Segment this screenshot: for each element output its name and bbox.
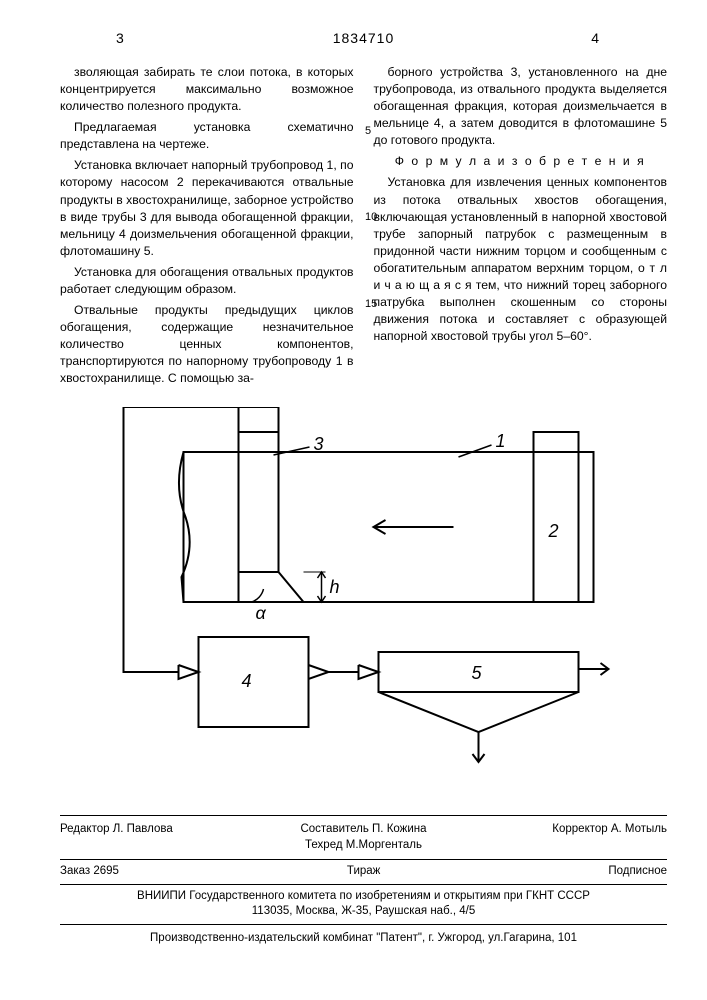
left-column: зволяющая забирать те слои потока, в кот… xyxy=(60,64,354,391)
vniipi: ВНИИПИ Государственного комитета по изоб… xyxy=(60,885,667,925)
para: борного устройства 3, установленного на … xyxy=(374,64,668,149)
para: Установка для извлечения ценных компонен… xyxy=(374,174,668,345)
para: Предлагаемая установка схематично предст… xyxy=(60,119,354,153)
footer: Редактор Л. Павлова Составитель П. Кожин… xyxy=(60,815,667,946)
fig-label-1: 1 xyxy=(496,431,506,451)
para: зволяющая забирать те слои потока, в кот… xyxy=(60,64,354,115)
right-column: борного устройства 3, установленного на … xyxy=(374,64,668,391)
subscription: Подписное xyxy=(608,864,667,880)
fig-label-4: 4 xyxy=(242,671,252,691)
fig-label-alpha: α xyxy=(256,603,267,623)
fig-label-3: 3 xyxy=(314,434,324,454)
line-numbers: 5 10 15 xyxy=(365,74,377,312)
formula-heading: Ф о р м у л а и з о б р е т е н и я xyxy=(374,153,668,170)
editor: Редактор Л. Павлова xyxy=(60,822,239,853)
corrector: Корректор А. Мотыль xyxy=(488,822,667,853)
compiler-block: Составитель П. Кожина Техред М.Моргентал… xyxy=(239,822,489,853)
body-text: зволяющая забирать те слои потока, в кот… xyxy=(60,64,667,391)
figure: 3 1 2 4 5 α h xyxy=(60,407,667,807)
para: Установка для обогащения отвальных проду… xyxy=(60,264,354,298)
order: Заказ 2695 xyxy=(60,864,119,880)
para: Установка включает напорный трубопровод … xyxy=(60,157,354,259)
para: Отвальные продукты предыдущих циклов обо… xyxy=(60,302,354,387)
fig-label-h: h xyxy=(330,577,340,597)
page-number-left: 3 xyxy=(116,30,124,46)
page-number-right: 4 xyxy=(591,30,599,46)
fig-label-2: 2 xyxy=(548,521,559,541)
tirage: Тираж xyxy=(347,864,380,880)
publisher: Производственно-издательский комбинат "П… xyxy=(60,925,667,947)
doc-number: 1834710 xyxy=(60,30,667,46)
fig-label-5: 5 xyxy=(472,663,483,683)
